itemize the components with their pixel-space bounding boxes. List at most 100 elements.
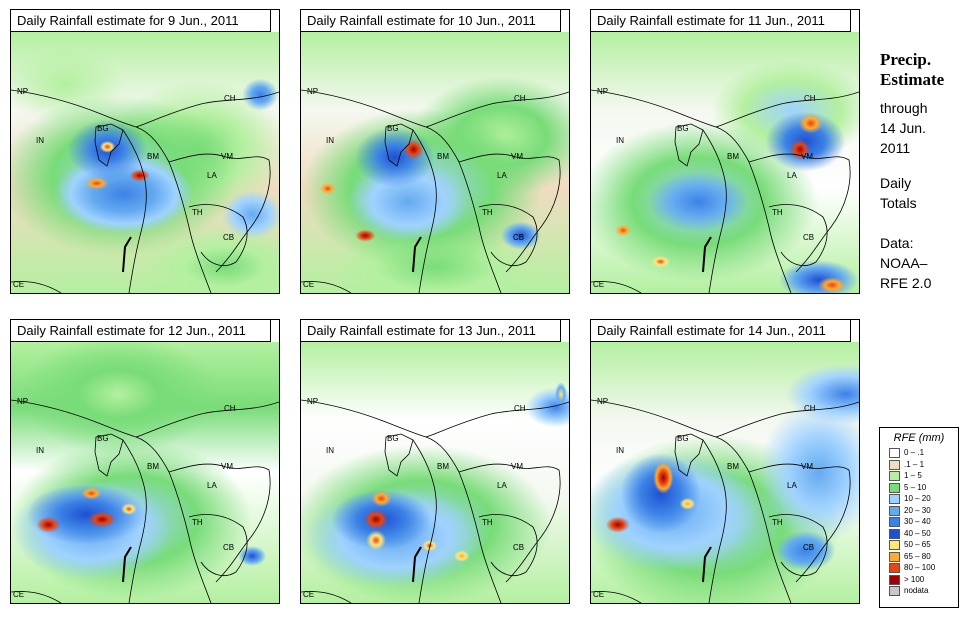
label-ce: CE xyxy=(13,280,25,289)
label-nepal: NP xyxy=(17,87,29,96)
legend-label: 50 – 65 xyxy=(904,540,931,549)
label-india: IN xyxy=(616,446,624,455)
label-india: IN xyxy=(36,446,44,455)
label-myanmar: BM xyxy=(147,462,159,471)
label-myanmar: BM xyxy=(727,462,739,471)
panel-title: Daily Rainfall estimate for 13 Jun., 201… xyxy=(301,320,561,342)
legend-swatch xyxy=(889,563,900,573)
label-ce: CE xyxy=(593,280,605,289)
country-borders xyxy=(591,89,859,293)
legend-swatch xyxy=(889,551,900,562)
label-vietnam: VM xyxy=(511,152,523,161)
label-myanmar: BM xyxy=(437,152,449,161)
label-nepal: NP xyxy=(597,397,609,406)
label-nepal: NP xyxy=(597,87,609,96)
label-myanmar: BM xyxy=(147,152,159,161)
country-borders xyxy=(301,399,569,603)
legend-label: nodata xyxy=(904,586,929,595)
label-thailand: TH xyxy=(192,518,203,527)
side-data-line3: RFE 2.0 xyxy=(880,275,932,291)
legend-label: 80 – 100 xyxy=(904,563,936,572)
legend-item: 5 – 10 xyxy=(880,482,958,494)
map-panel-jun-14: NP CH IN BG BM VM LA TH CB CE Daily Rain… xyxy=(590,319,860,604)
map-panel-jun-09: NP CH IN BG BM VM LA TH CB CE Daily Rain… xyxy=(10,9,280,294)
side-title-line2: Estimate xyxy=(880,70,945,89)
label-thailand: TH xyxy=(482,208,493,217)
label-nepal: NP xyxy=(17,397,29,406)
legend-label: 30 – 40 xyxy=(904,517,931,526)
legend-item: 80 – 100 xyxy=(880,562,958,574)
label-china: CH xyxy=(804,404,816,413)
panel-title: Daily Rainfall estimate for 11 Jun., 201… xyxy=(591,10,851,32)
label-vietnam: VM xyxy=(511,462,523,471)
label-ce: CE xyxy=(593,590,605,599)
side-title-line1: Precip. xyxy=(880,50,932,69)
label-china: CH xyxy=(514,404,526,413)
legend-item: > 100 xyxy=(880,574,958,586)
rainfall-map: NP CH IN BG BM VM LA TH CB CE xyxy=(591,32,859,293)
label-vietnam: VM xyxy=(801,462,813,471)
label-bangladesh: BG xyxy=(387,434,399,443)
label-china: CH xyxy=(224,404,236,413)
label-laos: LA xyxy=(787,171,797,180)
label-china: CH xyxy=(514,94,526,103)
panel-title: Daily Rainfall estimate for 14 Jun., 201… xyxy=(591,320,851,342)
panel-title: Daily Rainfall estimate for 12 Jun., 201… xyxy=(11,320,271,342)
label-india: IN xyxy=(616,136,624,145)
label-myanmar: BM xyxy=(437,462,449,471)
label-laos: LA xyxy=(497,171,507,180)
legend-item: 40 – 50 xyxy=(880,528,958,540)
legend-label: > 100 xyxy=(904,574,925,584)
label-nepal: NP xyxy=(307,87,319,96)
rainfall-map: NP CH IN BG BM VM LA TH CB CE xyxy=(11,342,279,603)
label-cambodia: CB xyxy=(803,543,815,552)
rainfall-map: NP CH IN BG BM VM LA TH CB CE xyxy=(301,32,569,293)
label-ce: CE xyxy=(303,590,315,599)
country-borders xyxy=(11,89,279,293)
label-india: IN xyxy=(326,136,334,145)
legend-swatch xyxy=(889,574,900,585)
legend-swatch xyxy=(889,448,900,458)
legend-swatch xyxy=(889,540,900,550)
legend-item: 1 – 5 xyxy=(880,470,958,482)
legend-swatch xyxy=(889,586,900,596)
legend-swatch xyxy=(889,459,900,470)
rainfall-map: NP CH IN BG BM VM LA TH CB CE xyxy=(11,32,279,293)
label-vietnam: VM xyxy=(801,152,813,161)
legend-item: 30 – 40 xyxy=(880,516,958,528)
country-borders xyxy=(591,399,859,603)
legend-title: RFE (mm) xyxy=(893,432,945,444)
legend-item: 65 – 80 xyxy=(880,551,958,563)
label-bangladesh: BG xyxy=(677,434,689,443)
side-date-line1: 14 Jun. xyxy=(880,120,926,136)
legend-label: 10 – 20 xyxy=(904,494,931,503)
label-thailand: TH xyxy=(772,208,783,217)
label-china: CH xyxy=(804,94,816,103)
label-thailand: TH xyxy=(772,518,783,527)
country-borders xyxy=(301,89,569,293)
label-nepal: NP xyxy=(307,397,319,406)
label-thailand: TH xyxy=(482,518,493,527)
legend-item: .1 – 1 xyxy=(880,459,958,471)
label-india: IN xyxy=(326,446,334,455)
label-bangladesh: BG xyxy=(677,124,689,133)
side-through: through xyxy=(880,100,928,116)
legend-item: 20 – 30 xyxy=(880,505,958,517)
legend-item: 10 – 20 xyxy=(880,493,958,505)
label-laos: LA xyxy=(787,481,797,490)
map-panel-jun-10: NP CH IN BG BM VM LA TH CB CE Daily Rain… xyxy=(300,9,570,294)
legend-rows: 0 – .1 .1 – 1 1 – 5 5 – 10 10 – 20 20 – 30 30 … xyxy=(880,447,958,597)
label-ce: CE xyxy=(13,590,25,599)
label-bangladesh: BG xyxy=(97,434,109,443)
country-borders xyxy=(11,399,279,603)
label-myanmar: BM xyxy=(727,152,739,161)
panel-title: Daily Rainfall estimate for 9 Jun., 2011 xyxy=(11,10,271,32)
legend-swatch xyxy=(889,528,900,539)
legend-item: 0 – .1 xyxy=(880,447,958,459)
label-vietnam: VM xyxy=(221,462,233,471)
side-data-line2: NOAA– xyxy=(880,255,928,271)
legend-swatch xyxy=(889,505,900,516)
label-vietnam: VM xyxy=(221,152,233,161)
legend-swatch xyxy=(889,494,900,504)
legend-swatch xyxy=(889,517,900,527)
